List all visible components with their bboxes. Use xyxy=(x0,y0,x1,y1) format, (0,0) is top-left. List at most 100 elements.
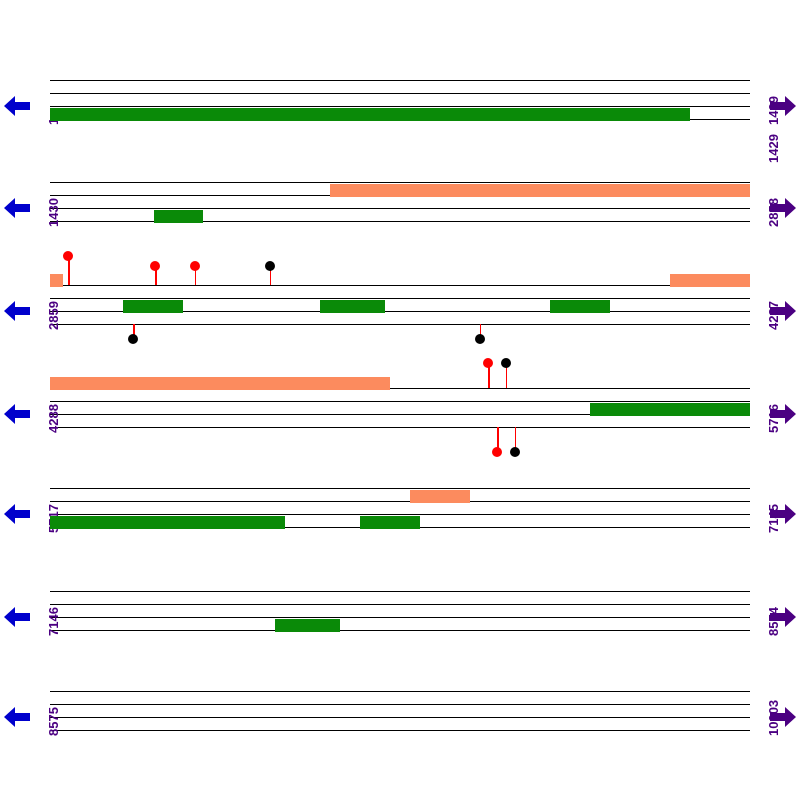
variant-marker[interactable] xyxy=(264,261,276,285)
variant-marker-stem xyxy=(133,324,135,336)
variant-marker[interactable] xyxy=(500,358,512,388)
reading-frame-line xyxy=(50,298,750,299)
row-end-coordinate: 2858 xyxy=(766,198,781,227)
row-end-coordinate: 8574 xyxy=(766,607,781,636)
sequence-row: 7146 8574 xyxy=(0,591,800,650)
variant-marker-stem xyxy=(155,266,157,285)
coding-region-block[interactable] xyxy=(50,377,391,390)
variant-marker[interactable] xyxy=(63,251,74,285)
variant-marker[interactable] xyxy=(189,261,201,285)
coding-region-block[interactable] xyxy=(50,108,690,121)
variant-marker[interactable] xyxy=(150,261,161,285)
coding-region-block[interactable] xyxy=(153,210,204,223)
reading-frame-line xyxy=(50,208,750,209)
row-end-coordinate: 4287 xyxy=(766,301,781,330)
variant-marker[interactable] xyxy=(128,324,139,346)
variant-marker-stem xyxy=(514,427,517,449)
variant-marker-stem xyxy=(68,256,70,285)
reading-frame-line xyxy=(50,501,750,502)
row-start-coordinate: 7146 xyxy=(46,607,61,636)
sequence-row: 8575 10003 xyxy=(0,691,800,750)
reverse-strand-arrow-icon[interactable] xyxy=(2,704,32,730)
forward-strand-arrow-icon[interactable] xyxy=(768,501,798,527)
variant-marker-head[interactable] xyxy=(500,358,511,368)
forward-strand-arrow-icon[interactable] xyxy=(768,93,798,119)
reading-frame-line xyxy=(50,514,750,515)
coding-region-block[interactable] xyxy=(670,274,750,287)
variant-marker-head[interactable] xyxy=(128,334,139,344)
reading-frame-line xyxy=(50,401,750,402)
reverse-strand-arrow-icon[interactable] xyxy=(2,604,32,630)
sequence-row: 57177145 xyxy=(0,488,800,547)
variant-marker[interactable] xyxy=(483,358,494,388)
variant-marker-stem xyxy=(479,324,482,336)
variant-marker-head[interactable] xyxy=(483,358,494,368)
reading-frame-line xyxy=(50,414,750,415)
reading-frame-line xyxy=(50,488,750,489)
reverse-strand-arrow-icon[interactable] xyxy=(2,298,32,324)
reading-frame-line xyxy=(50,221,750,222)
variant-marker-head[interactable] xyxy=(264,261,275,271)
forward-strand-arrow-icon[interactable] xyxy=(768,604,798,630)
variant-marker-head[interactable] xyxy=(474,334,485,344)
reading-frame-line xyxy=(50,591,750,592)
coding-region-block[interactable] xyxy=(330,184,750,197)
coding-region-block[interactable] xyxy=(549,300,610,313)
reverse-strand-arrow-icon[interactable] xyxy=(2,93,32,119)
coding-region-block[interactable] xyxy=(320,300,386,313)
coding-region-block[interactable] xyxy=(589,403,750,416)
variant-marker[interactable] xyxy=(492,427,503,459)
row-end-coordinate: 1429 xyxy=(766,96,781,125)
reading-frame-line xyxy=(50,427,750,428)
sequence-row: 2859 4287 xyxy=(0,251,800,346)
reading-frame-line xyxy=(50,691,750,692)
row-end-coordinate-secondary: 1429 xyxy=(766,134,781,163)
row-start-coordinate: 1430 xyxy=(46,198,61,227)
forward-strand-arrow-icon[interactable] xyxy=(768,298,798,324)
row-end-coordinate: 10003 xyxy=(766,699,781,736)
coding-region-block[interactable] xyxy=(50,274,64,287)
reading-frame-line xyxy=(50,106,750,107)
forward-strand-arrow-icon[interactable] xyxy=(768,195,798,221)
coding-region-block[interactable] xyxy=(122,300,183,313)
variant-marker-stem xyxy=(194,266,197,285)
reading-frame-line xyxy=(50,617,750,618)
variant-marker-head[interactable] xyxy=(492,447,503,457)
variant-marker[interactable] xyxy=(509,427,521,459)
variant-marker[interactable] xyxy=(474,324,486,346)
reading-frame-line xyxy=(50,717,750,718)
sequence-row: 4288 5716 xyxy=(0,358,800,457)
row-start-coordinate: 4288 xyxy=(46,404,61,433)
variant-marker-head[interactable] xyxy=(63,251,74,261)
variant-marker-head[interactable] xyxy=(150,261,160,271)
reading-frame-line xyxy=(50,730,750,731)
variant-marker-stem xyxy=(269,266,272,285)
reading-frame-line xyxy=(50,80,750,81)
variant-marker-stem xyxy=(488,363,490,388)
reading-frame-line xyxy=(50,285,750,286)
reading-frame-line xyxy=(50,324,750,325)
row-end-coordinate: 5716 xyxy=(766,404,781,433)
forward-strand-arrow-icon[interactable] xyxy=(768,704,798,730)
row-start-coordinate: 2859 xyxy=(46,301,61,330)
coding-region-block[interactable] xyxy=(360,516,421,529)
reverse-strand-arrow-icon[interactable] xyxy=(2,501,32,527)
coding-region-block[interactable] xyxy=(50,516,286,529)
variant-marker-stem xyxy=(497,427,499,449)
reading-frame-line xyxy=(50,630,750,631)
variant-marker-head[interactable] xyxy=(189,261,200,271)
reading-frame-line xyxy=(50,388,750,389)
reverse-strand-arrow-icon[interactable] xyxy=(2,401,32,427)
reading-frame-line xyxy=(50,311,750,312)
sequence-row: 1 1429 1429 xyxy=(0,80,800,163)
reading-frame-line xyxy=(50,93,750,94)
reading-frame-line xyxy=(50,704,750,705)
row-end-coordinate: 7145 xyxy=(766,504,781,533)
variant-marker-head[interactable] xyxy=(509,447,520,457)
coding-region-block[interactable] xyxy=(274,619,340,632)
reverse-strand-arrow-icon[interactable] xyxy=(2,195,32,221)
reading-frame-line xyxy=(50,182,750,183)
forward-strand-arrow-icon[interactable] xyxy=(768,401,798,427)
row-start-coordinate: 8575 xyxy=(46,707,61,736)
coding-region-block[interactable] xyxy=(409,490,470,503)
